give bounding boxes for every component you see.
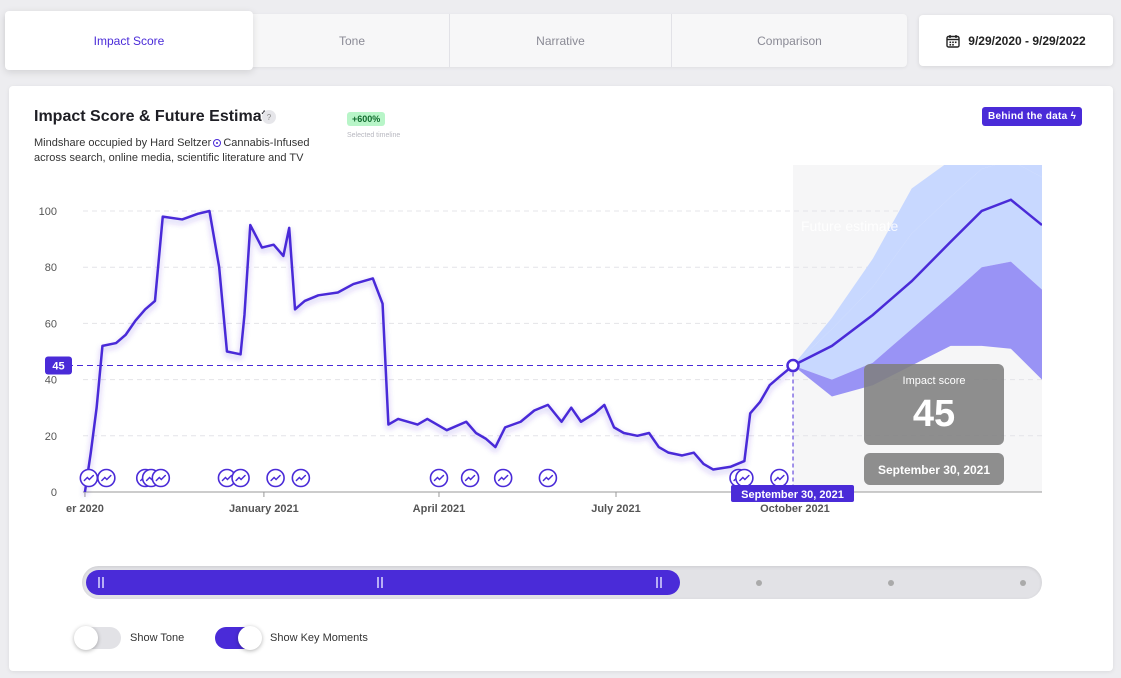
key-moment-icon[interactable] bbox=[266, 468, 285, 488]
grip-icon[interactable] bbox=[377, 577, 383, 588]
key-moment-icon[interactable] bbox=[151, 468, 171, 488]
date-range-picker[interactable]: 9/29/2020 - 9/29/2022 bbox=[919, 15, 1113, 66]
x-tick-label: July 2021 bbox=[591, 503, 641, 515]
current-point bbox=[786, 358, 800, 373]
key-moment-icon[interactable] bbox=[429, 468, 449, 488]
value-badge-bg bbox=[45, 356, 72, 375]
tab-tone[interactable]: Tone bbox=[255, 14, 450, 67]
card-title: Impact Score & Future Estimate bbox=[34, 108, 276, 125]
key-moment-icon[interactable] bbox=[460, 468, 480, 488]
forecast-band-inner bbox=[793, 261, 1042, 397]
trend-icon bbox=[739, 474, 750, 482]
change-badge: +600% bbox=[347, 112, 386, 126]
y-tick-label: 80 bbox=[45, 262, 57, 274]
key-moment-icon[interactable] bbox=[735, 468, 754, 488]
tab-narrative[interactable]: Narrative bbox=[450, 14, 672, 67]
key-moment-icon[interactable] bbox=[770, 468, 789, 488]
slider-tick-dot bbox=[756, 580, 762, 586]
toggle-knob bbox=[74, 626, 98, 650]
y-tick-label: 100 bbox=[39, 206, 57, 218]
show-tone-toggle[interactable] bbox=[74, 626, 121, 650]
key-moment-icon[interactable] bbox=[538, 468, 558, 488]
subtitle-sources: across search, online media, scientific … bbox=[34, 152, 304, 164]
impact-score-chart: 0 20 40 60 80 100 Future estimate er 2020 Januar… bbox=[39, 165, 1042, 515]
key-moment-icon[interactable] bbox=[79, 468, 99, 488]
tooltip-value: 45 bbox=[913, 393, 955, 435]
show-tone-label: Show Tone bbox=[130, 632, 185, 644]
trend-icon bbox=[221, 474, 233, 482]
key-moment-icon[interactable] bbox=[291, 468, 311, 488]
trend-icon bbox=[542, 474, 554, 482]
tooltip-date: September 30, 2021 bbox=[878, 463, 990, 477]
show-key-moments-toggle[interactable] bbox=[215, 626, 262, 650]
impact-score-line bbox=[83, 209, 794, 493]
tab-impact-score[interactable]: Impact Score bbox=[5, 11, 253, 70]
tooltip-card bbox=[864, 364, 1004, 445]
key-moment-icon[interactable] bbox=[231, 468, 250, 488]
tooltip-date-card bbox=[864, 453, 1004, 485]
forecast-band-outer bbox=[793, 165, 1042, 366]
y-tick-label: 20 bbox=[45, 431, 57, 443]
forecast-line bbox=[793, 198, 1042, 367]
toggle-knob bbox=[238, 626, 262, 650]
date-range-label: 9/29/2020 - 9/29/2022 bbox=[968, 33, 1086, 48]
trend-icon bbox=[497, 474, 509, 482]
date-badge-bg bbox=[731, 485, 855, 502]
slider-tick-dot bbox=[888, 580, 894, 586]
forecast-label: Future estimate bbox=[801, 218, 898, 234]
behind-the-data-button[interactable]: Behind the data ϟ bbox=[982, 107, 1083, 126]
grip-icon[interactable] bbox=[656, 577, 662, 588]
tab-bar: Tone Narrative Comparison Impact Score bbox=[5, 11, 907, 70]
impact-score-card: Impact Score & Future Estimate ? Mindsha… bbox=[9, 86, 1113, 671]
y-tick-label: 40 bbox=[45, 375, 57, 387]
trend-icon bbox=[155, 474, 167, 482]
x-tick-label: er 2020 bbox=[66, 503, 104, 515]
card-subtitle: Mindshare occupied by Hard Seltzer Cannab… bbox=[34, 136, 310, 166]
impact-score-tooltip: Impact score 45 September 30, 2021 bbox=[864, 364, 1004, 485]
tooltip-title: Impact score bbox=[903, 375, 966, 387]
show-key-moments-label: Show Key Moments bbox=[270, 632, 368, 644]
trend-icon bbox=[83, 474, 95, 482]
help-icon[interactable]: ? bbox=[262, 110, 276, 124]
eye-icon[interactable] bbox=[213, 139, 222, 148]
forecast-band-upper bbox=[793, 165, 1042, 380]
subtitle-category: Cannabis-Infused bbox=[223, 137, 310, 149]
trend-icon bbox=[774, 474, 785, 482]
date-badge-text: September 30, 2021 bbox=[741, 489, 844, 501]
trend-icon bbox=[464, 474, 476, 482]
timeline-slider-range[interactable] bbox=[86, 570, 680, 595]
grip-icon[interactable] bbox=[98, 577, 104, 588]
tab-comparison[interactable]: Comparison bbox=[757, 33, 822, 48]
slider-tick-dot bbox=[1020, 580, 1026, 586]
x-tick-label: April 2021 bbox=[413, 503, 466, 515]
trend-icon bbox=[270, 474, 281, 482]
show-key-moments-control: Show Key Moments bbox=[215, 626, 368, 650]
change-label: Selected timeline bbox=[347, 132, 401, 139]
trend-icon bbox=[101, 474, 112, 482]
trend-icon bbox=[295, 474, 307, 482]
y-tick-label: 60 bbox=[45, 318, 57, 330]
current-date-badge: September 30, 2021 bbox=[731, 485, 855, 502]
key-moment-icon[interactable] bbox=[493, 468, 513, 488]
x-tick-label: January 2021 bbox=[229, 503, 299, 515]
key-moment-icon[interactable] bbox=[97, 468, 116, 488]
y-tick-label: 0 bbox=[51, 487, 57, 499]
value-badge-text: 45 bbox=[52, 361, 64, 373]
trend-icon bbox=[235, 474, 246, 482]
calendar-icon bbox=[946, 34, 960, 48]
x-tick-label: October 2021 bbox=[760, 503, 830, 515]
timeline-slider[interactable] bbox=[82, 566, 1042, 599]
show-tone-control: Show Tone bbox=[74, 626, 185, 650]
current-value-badge: 45 bbox=[45, 356, 72, 375]
trend-icon bbox=[433, 474, 445, 482]
subtitle-topic: Mindshare occupied by Hard Seltzer bbox=[34, 137, 212, 149]
